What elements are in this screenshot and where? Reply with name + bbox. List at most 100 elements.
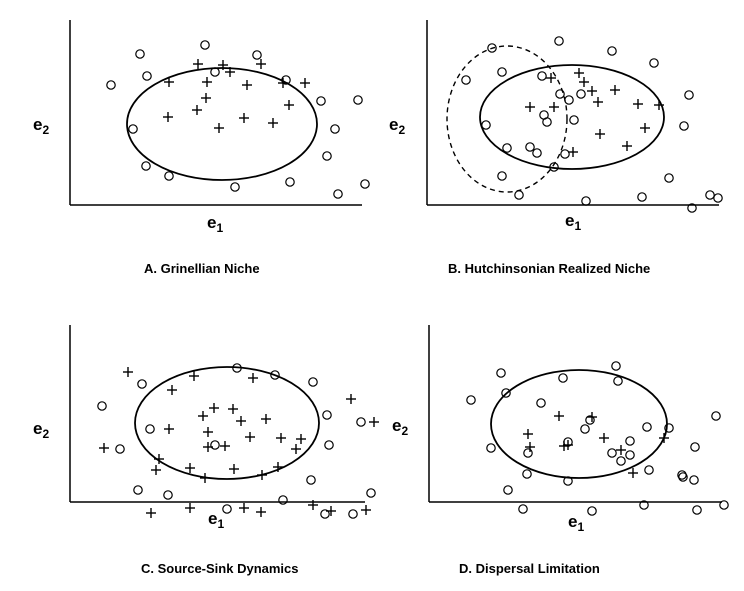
- open-circle-point: [497, 67, 507, 77]
- panel-b-caption: B. Hutchinsonian Realized Niche: [448, 261, 651, 276]
- open-circle-point: [542, 117, 552, 127]
- open-circle-point: [356, 417, 366, 427]
- open-circle-point: [322, 410, 332, 420]
- plus-point: [256, 59, 266, 69]
- plus-point: [185, 503, 195, 513]
- open-circle-point: [607, 448, 617, 458]
- plus-point: [361, 505, 371, 515]
- plus-point: [628, 468, 638, 478]
- plus-point: [203, 442, 213, 452]
- x-axis-label: e1: [208, 509, 225, 531]
- plus-point: [610, 85, 620, 95]
- plus-point: [579, 77, 589, 87]
- open-circle-point: [481, 120, 491, 130]
- open-circle-point: [497, 171, 507, 181]
- y-axis-label: e2: [389, 115, 406, 137]
- plus-point: [525, 442, 535, 452]
- plus-point: [236, 416, 246, 426]
- plus-point: [326, 506, 336, 516]
- plus-point: [273, 462, 283, 472]
- plus-point: [369, 417, 379, 427]
- y-axis-label: e2: [33, 419, 50, 441]
- open-circle-point: [308, 377, 318, 387]
- plus-point: [300, 78, 310, 88]
- open-circle-point: [719, 500, 729, 510]
- open-circle-point: [133, 485, 143, 495]
- competitor-niche-ellipse: [446, 45, 568, 193]
- plus-point: [276, 433, 286, 443]
- open-circle-point: [461, 75, 471, 85]
- open-circle-point: [558, 373, 568, 383]
- open-circle-point: [324, 440, 334, 450]
- plus-point: [278, 78, 288, 88]
- open-circle-point: [639, 500, 649, 510]
- open-circle-point: [232, 363, 242, 373]
- open-circle-point: [532, 148, 542, 158]
- open-circle-point: [97, 401, 107, 411]
- plus-point: [554, 411, 564, 421]
- open-circle-point: [705, 190, 715, 200]
- plus-point: [229, 464, 239, 474]
- panel-a-caption: A. Grinellian Niche: [144, 261, 260, 276]
- open-circle-point: [514, 190, 524, 200]
- open-circle-point: [560, 149, 570, 159]
- plus-point: [185, 463, 195, 473]
- open-circle-point: [163, 490, 173, 500]
- open-circle-point: [141, 161, 151, 171]
- plus-point: [659, 433, 669, 443]
- plus-point: [291, 444, 301, 454]
- open-circle-point: [649, 58, 659, 68]
- open-circle-point: [711, 411, 721, 421]
- open-circle-point: [525, 142, 535, 152]
- open-circle-point: [679, 121, 689, 131]
- plus-point: [164, 77, 174, 87]
- open-circle-point: [316, 96, 326, 106]
- open-circle-point: [200, 40, 210, 50]
- open-circle-point: [687, 203, 697, 213]
- open-circle-point: [322, 151, 332, 161]
- plus-point: [574, 68, 584, 78]
- plus-point: [654, 100, 664, 110]
- plus-point: [640, 123, 650, 133]
- plus-point: [568, 147, 578, 157]
- plus-point: [616, 445, 626, 455]
- open-circle-point: [713, 193, 723, 203]
- plus-point: [587, 412, 597, 422]
- plus-point: [587, 86, 597, 96]
- open-circle-point: [684, 90, 694, 100]
- open-circle-point: [278, 495, 288, 505]
- niche-ellipse: [134, 366, 320, 480]
- plus-point: [214, 123, 224, 133]
- open-circle-point: [281, 75, 291, 85]
- plus-point: [239, 113, 249, 123]
- panel-d-plot: [428, 325, 729, 516]
- open-circle-point: [616, 456, 626, 466]
- open-circle-point: [222, 504, 232, 514]
- plus-point: [257, 470, 267, 480]
- panel-c: e2 e1 C. Source-Sink Dynamics: [0, 300, 379, 591]
- open-circle-point: [563, 476, 573, 486]
- open-circle-point: [128, 124, 138, 134]
- open-circle-point: [537, 71, 547, 81]
- open-circle-point: [625, 436, 635, 446]
- plus-point: [220, 441, 230, 451]
- plus-point: [123, 367, 133, 377]
- open-circle-point: [625, 450, 635, 460]
- open-circle-point: [580, 424, 590, 434]
- x-axis-label: e1: [207, 213, 224, 235]
- plus-point: [599, 433, 609, 443]
- plus-point: [268, 118, 278, 128]
- open-circle-point: [486, 443, 496, 453]
- open-circle-point: [581, 196, 591, 206]
- open-circle-point: [164, 171, 174, 181]
- panel-b-plot: [426, 20, 723, 213]
- panel-c-caption: C. Source-Sink Dynamics: [141, 561, 299, 576]
- open-circle-point: [348, 509, 358, 519]
- plus-point: [633, 99, 643, 109]
- open-circle-point: [518, 504, 528, 514]
- panel-a-marks: [106, 40, 370, 199]
- open-circle-point: [210, 67, 220, 77]
- open-circle-point: [210, 440, 220, 450]
- open-circle-point: [585, 415, 595, 425]
- open-circle-point: [306, 475, 316, 485]
